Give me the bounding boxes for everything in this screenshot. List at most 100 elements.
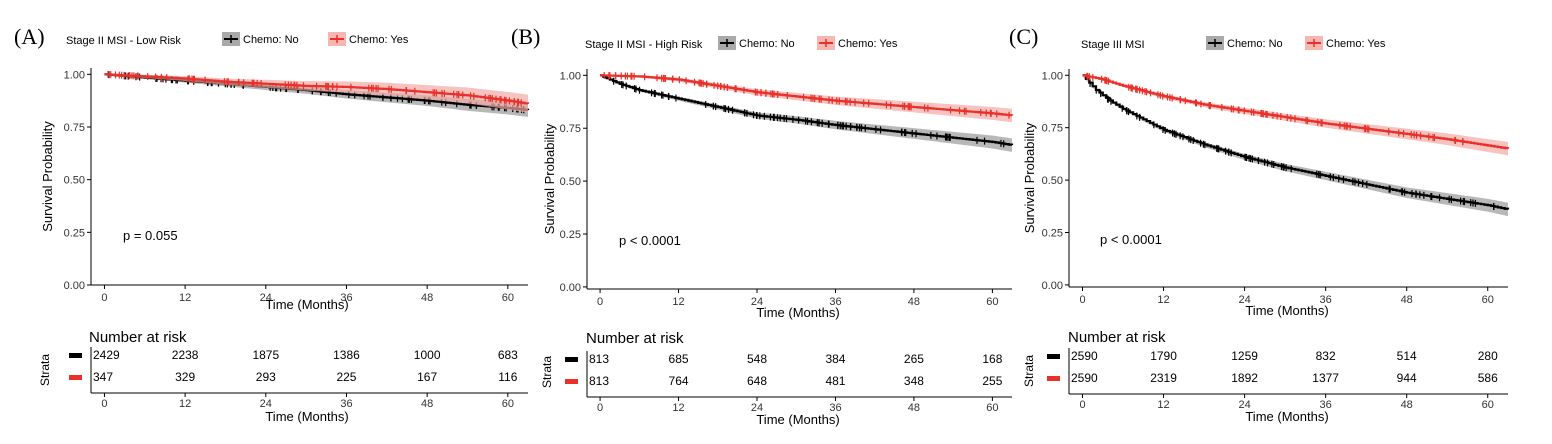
risk-table-x-axis-label: Time (Months): [1245, 409, 1328, 424]
strata-key: [69, 375, 82, 380]
risk-table-cell: 116: [498, 370, 517, 384]
x-tick-label: 48: [421, 292, 433, 304]
x-axis-label: Time (Months): [756, 305, 839, 320]
risk-table-cell: 384: [825, 352, 845, 366]
y-tick-label: 0.25: [560, 229, 581, 241]
risk-table: Number at risk Strata 2590 1790 1259 832 514 28…: [1022, 329, 1508, 424]
x-tick-label: 12: [672, 296, 684, 308]
risk-table-cell: 813: [589, 374, 609, 388]
risk-table-cell: 1386: [333, 348, 360, 362]
series-chemo-no: [600, 74, 1014, 152]
risk-table-cell: 1259: [1231, 349, 1258, 363]
km-panel-b: (B) Stage II MSI - High Risk Chemo: No Chem…: [511, 24, 1014, 427]
risk-table-x-tick-label: 48: [1401, 399, 1413, 411]
risk-table-cell: 347: [93, 370, 113, 384]
risk-table-cell: 2319: [1150, 371, 1177, 385]
y-tick-label: 0.50: [560, 176, 581, 188]
x-axis-label: Time (Months): [265, 297, 348, 312]
x-tick-label: 12: [1157, 294, 1169, 306]
y-tick-label: 0.50: [1042, 175, 1063, 187]
x-tick-label: 36: [829, 296, 841, 308]
risk-table-cell: 265: [904, 352, 924, 366]
risk-table-cell: 1000: [414, 348, 441, 362]
x-tick-label: 48: [908, 296, 920, 308]
x-tick-label: 36: [1320, 294, 1332, 306]
survival-curve: [600, 74, 1014, 117]
risk-table-cell: 1892: [1231, 371, 1258, 385]
legend-item-chemo-no: Chemo: No: [1206, 36, 1283, 50]
risk-table-x-tick-label: 0: [101, 398, 107, 410]
legend-title: Stage II MSI - Low Risk: [66, 35, 181, 47]
risk-table-title: Number at risk: [1068, 329, 1166, 346]
y-tick-label: 1.00: [1042, 70, 1063, 82]
risk-table-x-axis-label: Time (Months): [265, 409, 348, 424]
x-tick-label: 0: [101, 292, 107, 304]
km-panel-a: (A) Stage II MSI - Low Risk Chemo: No Chemo…: [14, 24, 530, 424]
x-tick-label: 0: [597, 296, 603, 308]
x-axis-label: Time (Months): [1245, 303, 1328, 318]
y-tick-label: 0.75: [560, 123, 581, 135]
legend-item-chemo-yes: Chemo: Yes: [817, 36, 898, 50]
panel-label: (A): [14, 24, 45, 49]
y-tick-label: 0.00: [1042, 280, 1063, 292]
risk-table-x-tick-label: 48: [908, 402, 920, 414]
risk-table-cell: 2590: [1071, 349, 1098, 363]
risk-table-cell: 225: [336, 370, 356, 384]
legend-label: Chemo: No: [1227, 38, 1283, 50]
risk-table-cell: 168: [982, 352, 1002, 366]
series-chemo-yes: [600, 71, 1014, 123]
strata-label: Strata: [1022, 355, 1036, 387]
km-panel-c: (C) Stage III MSI Chemo: No Chemo: Yes 0.00 0…: [1009, 24, 1510, 424]
risk-table-cell: 764: [669, 374, 689, 388]
y-tick-label: 0.00: [560, 282, 581, 294]
confidence-band: [1082, 75, 1508, 217]
x-tick-label: 48: [1401, 294, 1413, 306]
risk-table-cell: 293: [256, 370, 276, 384]
p-value: p = 0.055: [123, 228, 178, 243]
legend-label: Chemo: Yes: [349, 34, 409, 46]
y-tick-label: 0.25: [64, 227, 85, 239]
risk-table-x-tick-label: 60: [502, 398, 514, 410]
y-tick-label: 0.75: [64, 122, 85, 134]
p-value: p < 0.0001: [1100, 232, 1162, 247]
y-axis-label: Survival Probability: [1022, 122, 1037, 233]
risk-table-cell: 514: [1397, 349, 1417, 363]
strata-key: [1047, 354, 1060, 359]
risk-table-x-tick-label: 0: [1079, 399, 1085, 411]
risk-table-cell: 683: [498, 348, 518, 362]
legend-item-chemo-yes: Chemo: Yes: [1305, 36, 1386, 50]
risk-table-cell: 167: [417, 370, 437, 384]
risk-table-cell: 1790: [1150, 349, 1177, 363]
risk-table-x-axis-label: Time (Months): [756, 412, 839, 427]
risk-table-cell: 586: [1478, 371, 1498, 385]
legend-label: Chemo: Yes: [838, 38, 898, 50]
strata-key: [69, 353, 82, 358]
risk-table-cell: 2238: [172, 348, 199, 362]
risk-table-cell: 280: [1478, 349, 1498, 363]
risk-table-x-tick-label: 60: [1482, 399, 1494, 411]
risk-table-cell: 348: [904, 374, 924, 388]
strata-label: Strata: [38, 354, 52, 386]
risk-table-x-tick-label: 60: [986, 402, 998, 414]
risk-table-x-tick-label: 36: [340, 398, 352, 410]
strata-key: [565, 357, 578, 362]
y-tick-label: 0.50: [64, 175, 85, 187]
legend-item-chemo-no: Chemo: No: [718, 36, 795, 50]
risk-table-x-tick-label: 36: [1320, 399, 1332, 411]
risk-table-cell: 944: [1397, 371, 1417, 385]
p-value: p < 0.0001: [619, 233, 681, 248]
y-tick-label: 1.00: [64, 69, 85, 81]
x-tick-label: 24: [260, 292, 272, 304]
risk-table-cell: 548: [747, 352, 767, 366]
risk-table-x-tick-label: 24: [751, 402, 763, 414]
risk-table-x-tick-label: 12: [672, 402, 684, 414]
y-tick-label: 0.75: [1042, 123, 1063, 135]
confidence-band: [600, 75, 1012, 123]
legend-label: Chemo: No: [243, 34, 299, 46]
y-tick-label: 1.00: [560, 70, 581, 82]
strata-key: [1047, 376, 1060, 381]
risk-table-x-tick-label: 12: [1157, 399, 1169, 411]
risk-table: Number at risk Strata 2429 2238 1875 1386 1000…: [38, 329, 528, 424]
legend-item-chemo-no: Chemo: No: [222, 32, 299, 46]
